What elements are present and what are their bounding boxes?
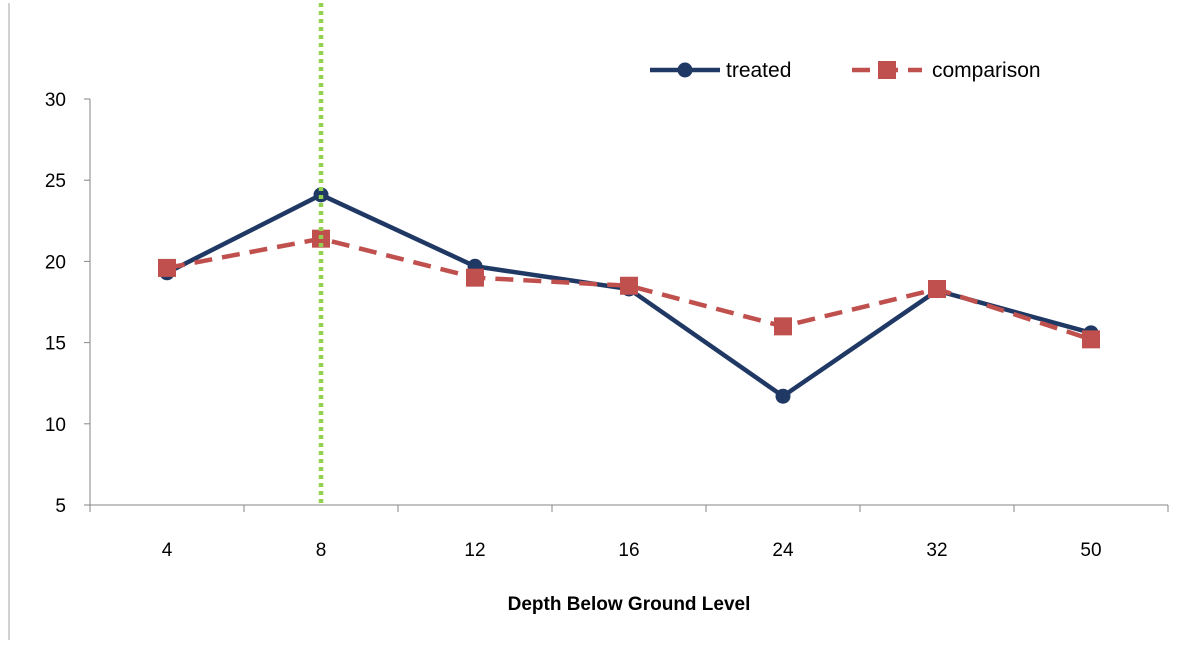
y-tick-label: 20	[45, 252, 66, 273]
data-point-treated	[775, 388, 791, 404]
data-point-comparison	[158, 258, 176, 277]
data-point-treated	[313, 187, 329, 203]
data-point-comparison	[1082, 330, 1100, 349]
y-tick-label: 30	[45, 90, 66, 111]
data-point-comparison	[774, 317, 792, 336]
y-tick-label: 15	[45, 334, 66, 355]
x-tick-label: 50	[1080, 540, 1101, 561]
data-point-comparison	[466, 268, 484, 287]
data-point-comparison	[620, 276, 638, 295]
x-tick-label: 4	[162, 540, 173, 561]
y-tick-label: 5	[55, 496, 66, 517]
x-tick-label: 8	[316, 540, 327, 561]
x-tick-label: 16	[618, 540, 639, 561]
data-point-comparison	[928, 280, 946, 299]
legend-marker-treated	[677, 62, 693, 78]
x-axis-title: Depth Below Ground Level	[508, 594, 751, 615]
legend-label-comparison: comparison	[932, 59, 1041, 82]
y-tick-label: 25	[45, 171, 66, 192]
legend-label-treated: treated	[726, 59, 791, 82]
y-tick-label: 10	[45, 415, 66, 436]
x-tick-label: 32	[926, 540, 947, 561]
x-tick-label: 24	[772, 540, 794, 561]
x-tick-label: 12	[464, 540, 485, 561]
legend-marker-comparison	[878, 61, 896, 79]
